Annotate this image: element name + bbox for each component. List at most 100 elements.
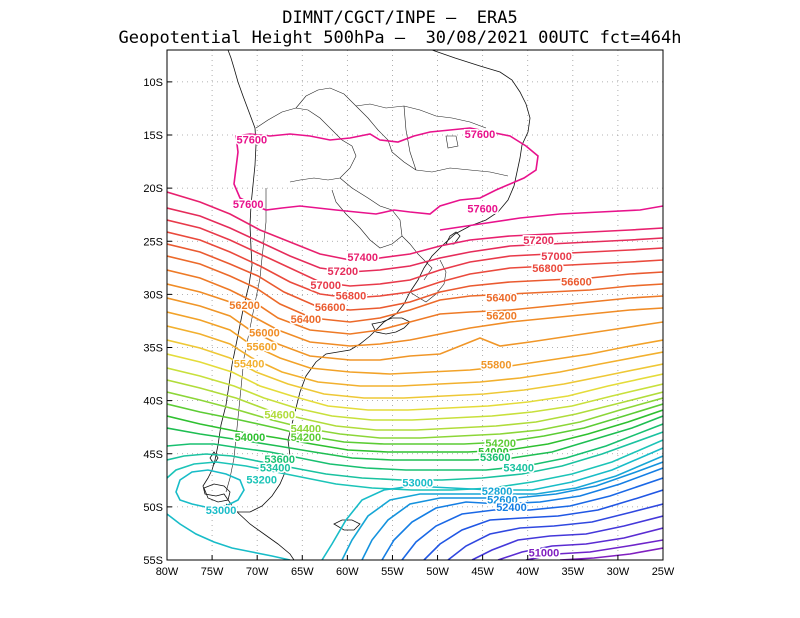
contour-55200: [167, 339, 663, 399]
y-tick-label: 55S: [143, 555, 163, 567]
contour-label: 57600: [465, 129, 496, 141]
contour-53200: [167, 439, 663, 491]
contour-52800: [341, 455, 663, 560]
contour-54800: [167, 367, 663, 421]
contour-label: 56600: [315, 302, 346, 314]
contour-labels: 57600 57600 57600 57600 57400 57200 57200 57000…: [204, 127, 593, 561]
contour-56600: [167, 243, 663, 311]
contour-57000: [167, 219, 663, 287]
peru-bolivia-border: [255, 107, 353, 147]
x-tick-label: 30W: [607, 566, 630, 578]
contour-55800: [167, 297, 663, 361]
contour-53000: [321, 447, 663, 560]
contour-57600-closed: [233, 127, 539, 215]
falkland-islands: [333, 519, 361, 531]
contour-label: 54400: [291, 423, 322, 435]
x-tick-label: 25W: [652, 566, 675, 578]
geopotential-contours: [167, 127, 663, 560]
y-tick-label: 20S: [143, 183, 163, 195]
contour-51200: [525, 539, 663, 560]
contour-label: 57200: [523, 235, 554, 247]
country-borders: [225, 87, 509, 493]
contour-label: 54600: [264, 409, 295, 421]
x-tick-label: 60W: [336, 566, 359, 578]
x-tick-label: 65W: [291, 566, 314, 578]
x-tick-label: 55W: [381, 566, 404, 578]
contour-label: 53400: [503, 463, 534, 475]
y-tick-label: 30S: [143, 289, 163, 301]
paraguay-border: [331, 177, 403, 249]
map-frame: [166, 49, 664, 561]
x-tick-label: 80W: [156, 566, 179, 578]
contour-label: 55800: [481, 360, 512, 372]
contour-label: 56400: [486, 293, 517, 305]
contour-label: 55600: [246, 341, 277, 353]
contour-label: 53200: [246, 474, 277, 486]
contour-54400: [167, 391, 663, 439]
contour-label: 56800: [532, 263, 563, 275]
contour-label: 56200: [229, 300, 260, 312]
bolivia-brazil-border: [295, 87, 393, 153]
contour-label: 52800: [482, 486, 513, 498]
contour-label: 57600: [467, 203, 498, 215]
contour-54000: [167, 409, 663, 453]
x-tick-label: 45W: [471, 566, 494, 578]
contour-label: 56800: [336, 290, 367, 302]
bolivia-south-border: [289, 145, 357, 183]
x-tick-label: 35W: [562, 566, 585, 578]
contour-53600: [167, 423, 663, 471]
contour-53000-southwest: [167, 513, 291, 560]
contour-53800: [167, 415, 663, 461]
argentina-brazil-border: [401, 235, 433, 281]
contour-54200: [167, 403, 663, 445]
rio-de-la-plata: [371, 317, 411, 335]
contour-label: 56000: [249, 328, 280, 340]
title-line-2: Geopotential Height 500hPa — 30/08/2021 …: [118, 28, 682, 48]
contour-55400: [167, 325, 663, 387]
contour-51400: [497, 527, 663, 560]
contour-label: 54000: [235, 432, 266, 444]
x-tick-label: 70W: [246, 566, 269, 578]
contour-52000: [423, 489, 663, 560]
contour-52400: [381, 467, 663, 560]
contour-52600: [361, 461, 663, 560]
contour-55000: [167, 353, 663, 411]
contour-57200: [167, 207, 663, 273]
contour-51600: [471, 515, 663, 560]
y-tick-label: 35S: [143, 343, 163, 355]
y-tick-label: 10S: [143, 77, 163, 89]
contour-label: 53000: [206, 505, 237, 517]
contour-label: 54200: [485, 438, 516, 450]
contour-label: 56400: [291, 314, 322, 326]
tierra-del-fuego: [203, 483, 231, 503]
contour-label: 55400: [234, 358, 265, 370]
contour-57400: [167, 191, 663, 261]
contour-label: 52600: [487, 494, 518, 506]
contour-53400: [167, 431, 663, 481]
y-tick-label: 50S: [143, 502, 163, 514]
contour-54600: [167, 379, 663, 431]
contour-label: 56600: [561, 277, 592, 289]
x-tick-label: 75W: [201, 566, 224, 578]
contour-52200: [401, 477, 663, 560]
south-america-coastline: [202, 50, 295, 560]
y-tick-label: 45S: [143, 449, 163, 461]
contour-57600-line: [439, 205, 663, 231]
contour-label: 51000: [529, 548, 560, 560]
chile-argentina-border: [225, 188, 267, 493]
y-tick-label: 25S: [143, 236, 163, 248]
contour-label: 56200: [486, 311, 517, 323]
x-tick-label: 40W: [516, 566, 539, 578]
contour-53000-closed: [175, 469, 245, 509]
contour-label: 57200: [328, 266, 359, 278]
contour-label: 54200: [291, 432, 322, 444]
contour-label: 57000: [541, 251, 572, 263]
axis-ticks: 80W 75W 70W 65W 60W 55W 50W 45W 40W 35W 30W 25W 10S 1…: [143, 77, 675, 578]
contour-label: 57400: [347, 252, 378, 264]
brazil-states: [355, 103, 509, 177]
contour-51800: [447, 503, 663, 560]
contour-label: 53600: [264, 454, 295, 466]
contour-label: 53400: [260, 463, 291, 475]
y-tick-label: 40S: [143, 396, 163, 408]
